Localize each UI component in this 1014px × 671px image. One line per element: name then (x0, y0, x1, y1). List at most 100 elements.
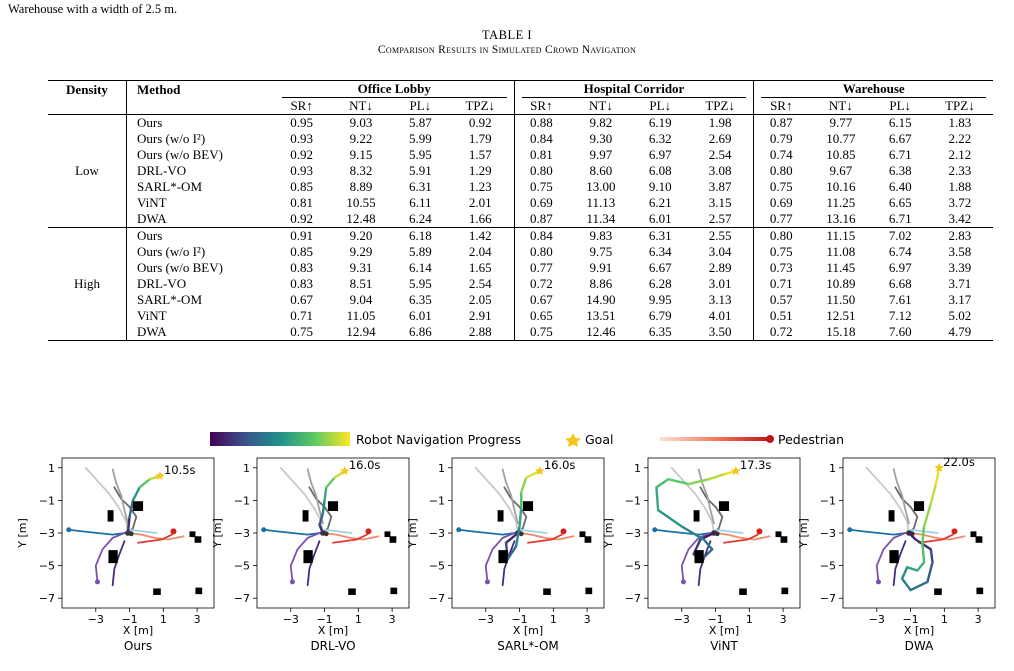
goal-star-icon (155, 470, 165, 480)
panel-title: Ours (124, 639, 152, 653)
value-cell: 0.67 (290, 292, 314, 307)
obstacle-block (303, 550, 313, 564)
value-cell: 1.29 (447, 163, 515, 179)
value-cell: 15.18 (808, 324, 874, 341)
value-cell: 6.01 (648, 211, 672, 226)
axes-frame (61, 457, 215, 609)
trajectory-panel: −3 −1 1 3 1 −1 −3 −5 −7 X [m] Y [m] SARL*-OM 16.0s (406, 457, 605, 653)
y-axis-label: Y [m] (797, 518, 810, 549)
robot-path-segment (325, 476, 336, 489)
value-cell: 3.58 (948, 244, 972, 259)
value-cell: 9.10 (648, 179, 672, 194)
method-cell: Ours (w/o BEV) (137, 260, 223, 275)
x-tick-label: 1 (941, 613, 948, 626)
trajectory-line (875, 532, 907, 583)
value-cell: 2.22 (948, 131, 972, 146)
robot-path-segment (680, 525, 705, 541)
value-cell: 9.91 (589, 260, 613, 275)
x-tick-label: −3 (283, 613, 299, 626)
method-cell: DRL-VO (137, 163, 187, 178)
value-cell: 11.34 (586, 211, 616, 226)
obstacle-block (302, 510, 309, 522)
value-cell: 8.86 (589, 276, 613, 291)
robot-path-segment (126, 515, 131, 535)
value-cell: 6.14 (408, 260, 432, 275)
value-cell: 0.75 (769, 244, 793, 259)
table-row: Low DRL-VO 0.93 8.32 5.91 1.29 0.80 8.60 6.08 3.0… (48, 163, 993, 179)
goal-star-icon (731, 466, 741, 476)
panel-title: ViNT (710, 639, 738, 653)
value-cell: 2.69 (686, 131, 755, 147)
value-cell: 13.51 (586, 308, 616, 323)
obstacle-block (153, 588, 161, 595)
value-cell: 9.83 (568, 227, 634, 244)
value-cell: 6.35 (408, 292, 432, 307)
trajectory-line (457, 528, 516, 536)
x-axis-label: X [m] (904, 624, 934, 637)
value-cell: 2.55 (686, 227, 755, 244)
table-row: Ours 0.91 9.20 6.18 1.42 0.84 9.83 6.31 2.55 0.80… (48, 227, 993, 244)
value-cell: 6.74 (888, 244, 912, 259)
robot-path-segment (922, 502, 933, 528)
value-cell: 2.05 (447, 292, 515, 308)
value-cell: 0.71 (769, 276, 793, 291)
robot-path-segment (318, 512, 325, 527)
header-method: Method (126, 80, 275, 98)
value-cell: 8.89 (349, 179, 373, 194)
method-cell: Ours (w/o I²) (137, 131, 206, 146)
value-cell: 9.20 (328, 227, 394, 244)
obstacle-block (775, 531, 782, 538)
value-cell: 0.85 (290, 244, 314, 259)
value-cell: 6.32 (648, 131, 672, 146)
value-cell: 0.87 (753, 114, 809, 131)
y-tick-label: −7 (820, 592, 836, 605)
value-cell: 3.15 (686, 195, 755, 211)
obstacle-block (976, 587, 984, 595)
value-cell: 9.75 (589, 244, 613, 259)
robot-path-segment (687, 477, 710, 486)
value-cell: 2.57 (686, 211, 755, 228)
value-cell: 7.02 (873, 227, 927, 244)
y-tick-label: −3 (625, 527, 641, 540)
arrival-time-label: 16.0s (349, 458, 381, 472)
y-tick-label: −7 (625, 592, 641, 605)
robot-path-segment (916, 561, 926, 572)
value-cell: 3.42 (948, 211, 972, 226)
pedestrian-dot-icon (170, 528, 177, 535)
table-caption: Comparison Results in Simulated Crowd Na… (377, 44, 637, 56)
y-tick-label: −5 (429, 560, 445, 573)
x-tick-label: −1 (511, 613, 527, 626)
header-metric: PL↓ (409, 98, 432, 113)
trajectory-line (501, 468, 519, 525)
robot-path-segment (656, 508, 683, 528)
robot-path-segment (321, 499, 326, 515)
value-cell: 3.72 (948, 195, 972, 210)
y-tick-label: −5 (234, 560, 250, 573)
table-row: Ours (w/o BEV) 0.83 9.31 6.14 1.65 0.77 9.91 6.… (48, 260, 993, 276)
value-cell: 6.38 (888, 163, 912, 178)
robot-path-segment (655, 477, 670, 489)
x-tick-label: 3 (584, 613, 591, 626)
value-cell: 6.79 (648, 308, 672, 323)
value-cell: 0.75 (769, 179, 793, 194)
trajectory-line (94, 532, 126, 583)
trajectory-line (308, 486, 333, 534)
trajectory-line (865, 466, 910, 534)
trajectory-line (894, 486, 919, 534)
table-row: Ours (w/o I²) 0.93 9.22 5.99 1.79 0.84 9.30 6.3… (48, 131, 993, 147)
trajectory-line (474, 466, 519, 534)
robot-path-segment (929, 482, 938, 505)
table-row: SARL*-OM 0.67 9.04 6.35 2.05 0.67 14.90 9.95 3.1… (48, 292, 993, 308)
value-cell: 0.81 (290, 195, 314, 210)
legend-progress-label: Robot Navigation Progress (356, 432, 521, 447)
value-cell: 7.61 (888, 292, 912, 307)
x-tick-label: −1 (902, 613, 918, 626)
x-tick-label: −3 (88, 613, 104, 626)
header-metric: NT↓ (349, 98, 373, 113)
header-metric: PL↓ (889, 98, 912, 113)
table-row: Ours 0.95 9.03 5.87 0.92 0.88 9.82 6.19 1.98 0.87… (48, 114, 993, 131)
y-tick-label: 1 (48, 462, 55, 475)
trajectory-line (503, 486, 528, 534)
value-cell: 12.48 (346, 211, 376, 226)
panel-title: SARL*-OM (497, 639, 559, 653)
